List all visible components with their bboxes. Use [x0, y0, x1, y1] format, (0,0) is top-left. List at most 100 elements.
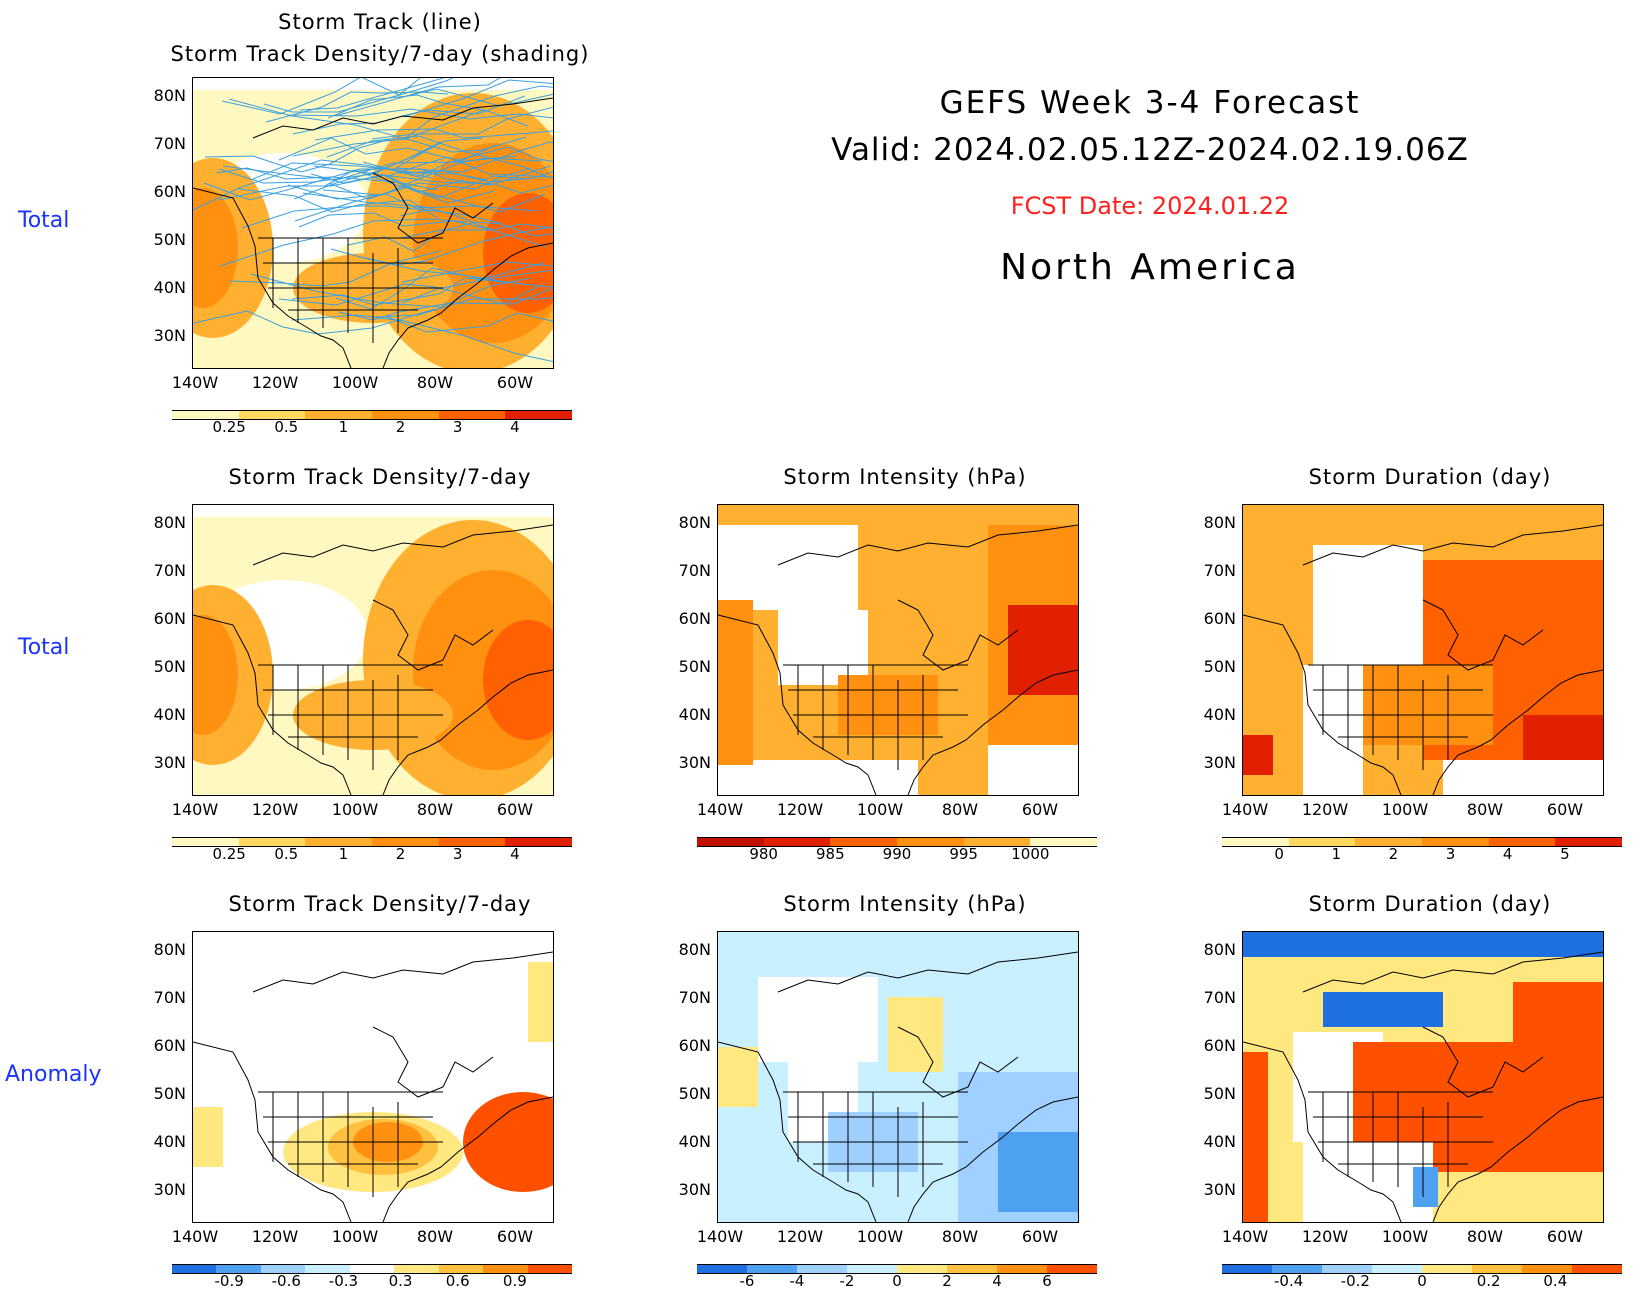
colorbar-tick-label: 1000	[1011, 845, 1050, 863]
colorbar-segment	[1422, 837, 1489, 847]
track-title-line1: Storm Track (line)	[278, 10, 482, 34]
lon-label: 120W	[251, 373, 299, 392]
colorbar-segment	[1488, 837, 1556, 847]
colorbar-segment	[505, 410, 572, 420]
shade-atlantic-core	[1008, 605, 1078, 695]
lon-label: 120W	[776, 1227, 824, 1246]
colorbar-tick-label: 3	[452, 845, 463, 863]
map-canvas	[1243, 505, 1603, 795]
lon-label: 100W	[331, 1227, 379, 1246]
colorbar-segment	[997, 1264, 1047, 1274]
colorbar-segment	[372, 410, 439, 420]
colorbar-segment	[1322, 1264, 1372, 1274]
lon-label: 140W	[171, 800, 219, 819]
lon-label: 120W	[776, 800, 824, 819]
colorbar-segment	[172, 837, 239, 847]
lat-label: 40N	[153, 705, 186, 724]
track-title-line2: Storm Track Density/7-day (shading)	[170, 42, 590, 66]
shade-clear-nw	[1313, 545, 1423, 675]
row-label-bottom: Anomaly	[5, 1062, 102, 1087]
shade-clear-south	[1303, 1142, 1433, 1222]
colorbar-segment	[349, 1264, 395, 1274]
lat-label: 40N	[678, 705, 711, 724]
shade-neg-core	[998, 1132, 1078, 1212]
forecast-title: GEFS Week 3-4 Forecast	[939, 85, 1361, 121]
lon-label: 60W	[1546, 800, 1584, 819]
lat-label: 40N	[153, 278, 186, 297]
shade-clear-se	[988, 745, 1078, 795]
lat-label: 70N	[153, 134, 186, 153]
lat-label: 80N	[153, 86, 186, 105]
colorbar-segment	[1355, 837, 1422, 847]
lon-label: 140W	[171, 1227, 219, 1246]
lat-label: 70N	[153, 988, 186, 1007]
colorbar-tick-label: 1	[338, 845, 349, 863]
lat-label: 80N	[678, 513, 711, 532]
colorbar-tick-label: 3	[1445, 845, 1456, 863]
intensity-anom-title: Storm Intensity (hPa)	[783, 892, 1027, 916]
coastline	[1243, 951, 1603, 1222]
map-intensity-anomaly	[717, 931, 1079, 1223]
colorbar-segment	[305, 410, 372, 420]
map-canvas	[718, 505, 1078, 795]
colorbar-segment	[1572, 1264, 1622, 1274]
coastline	[193, 951, 553, 1222]
lon-label: 80W	[1466, 800, 1504, 819]
colorbar-tick-label: 4	[1502, 845, 1513, 863]
shade-atlantic	[463, 1092, 553, 1192]
colorbar-segment	[172, 1264, 217, 1274]
colorbar-segment	[527, 1264, 572, 1274]
lon-label: 140W	[171, 373, 219, 392]
state-borders	[258, 664, 443, 770]
colorbar-segment	[438, 1264, 484, 1274]
map-duration-anomaly	[1242, 931, 1604, 1223]
lon-label: 80W	[941, 800, 979, 819]
colorbar-segment	[1522, 1264, 1572, 1274]
colorbar-tick-label: 2	[395, 418, 406, 436]
lat-label: 70N	[678, 988, 711, 1007]
lat-label: 70N	[1203, 561, 1236, 580]
map-storm-track	[192, 77, 554, 369]
colorbar-segment	[505, 837, 572, 847]
map-intensity-total	[717, 504, 1079, 796]
shade-pacific-core	[193, 615, 238, 735]
colorbar-segment	[1555, 837, 1622, 847]
colorbar-segment	[697, 1264, 747, 1274]
colorbar-tick-label: 2	[395, 845, 406, 863]
colorbar-tick-label: 4	[510, 845, 520, 863]
map-canvas	[193, 78, 553, 368]
lat-label: 30N	[1203, 1180, 1236, 1199]
colorbar-segment	[372, 837, 439, 847]
colorbar-tick-label: 0.25	[212, 845, 246, 863]
shade-neg-north	[1243, 932, 1603, 957]
shade-neg-band	[1323, 992, 1443, 1027]
coastline	[718, 524, 1078, 795]
colorbar-segment	[305, 837, 372, 847]
lat-label: 60N	[153, 1036, 186, 1055]
colorbar-tick-label: 980	[749, 845, 778, 863]
lon-label: 120W	[251, 800, 299, 819]
colorbar-segment	[897, 1264, 947, 1274]
colorbar-tick-label: 1	[338, 418, 349, 436]
lat-label: 40N	[153, 1132, 186, 1151]
colorbar-segment	[238, 837, 306, 847]
map-density-total	[192, 504, 554, 796]
lon-label: 60W	[496, 373, 534, 392]
lon-label: 60W	[1021, 1227, 1059, 1246]
shade-north	[1243, 505, 1603, 527]
lat-label: 50N	[153, 1084, 186, 1103]
colorbar-segment	[1372, 1264, 1422, 1274]
state-borders	[783, 664, 968, 770]
lat-label: 30N	[153, 1180, 186, 1199]
lon-label: 60W	[496, 800, 534, 819]
lat-label: 50N	[678, 657, 711, 676]
colorbar-tick-label: 0	[1274, 845, 1284, 863]
lat-label: 40N	[1203, 1132, 1236, 1151]
colorbar-segment	[963, 837, 1031, 847]
colorbar-segment	[1472, 1264, 1522, 1274]
lat-label: 40N	[1203, 705, 1236, 724]
colorbar-segment	[238, 410, 306, 420]
duration-total-title: Storm Duration (day)	[1308, 465, 1552, 489]
lat-label: 70N	[153, 561, 186, 580]
lon-label: 140W	[696, 800, 744, 819]
